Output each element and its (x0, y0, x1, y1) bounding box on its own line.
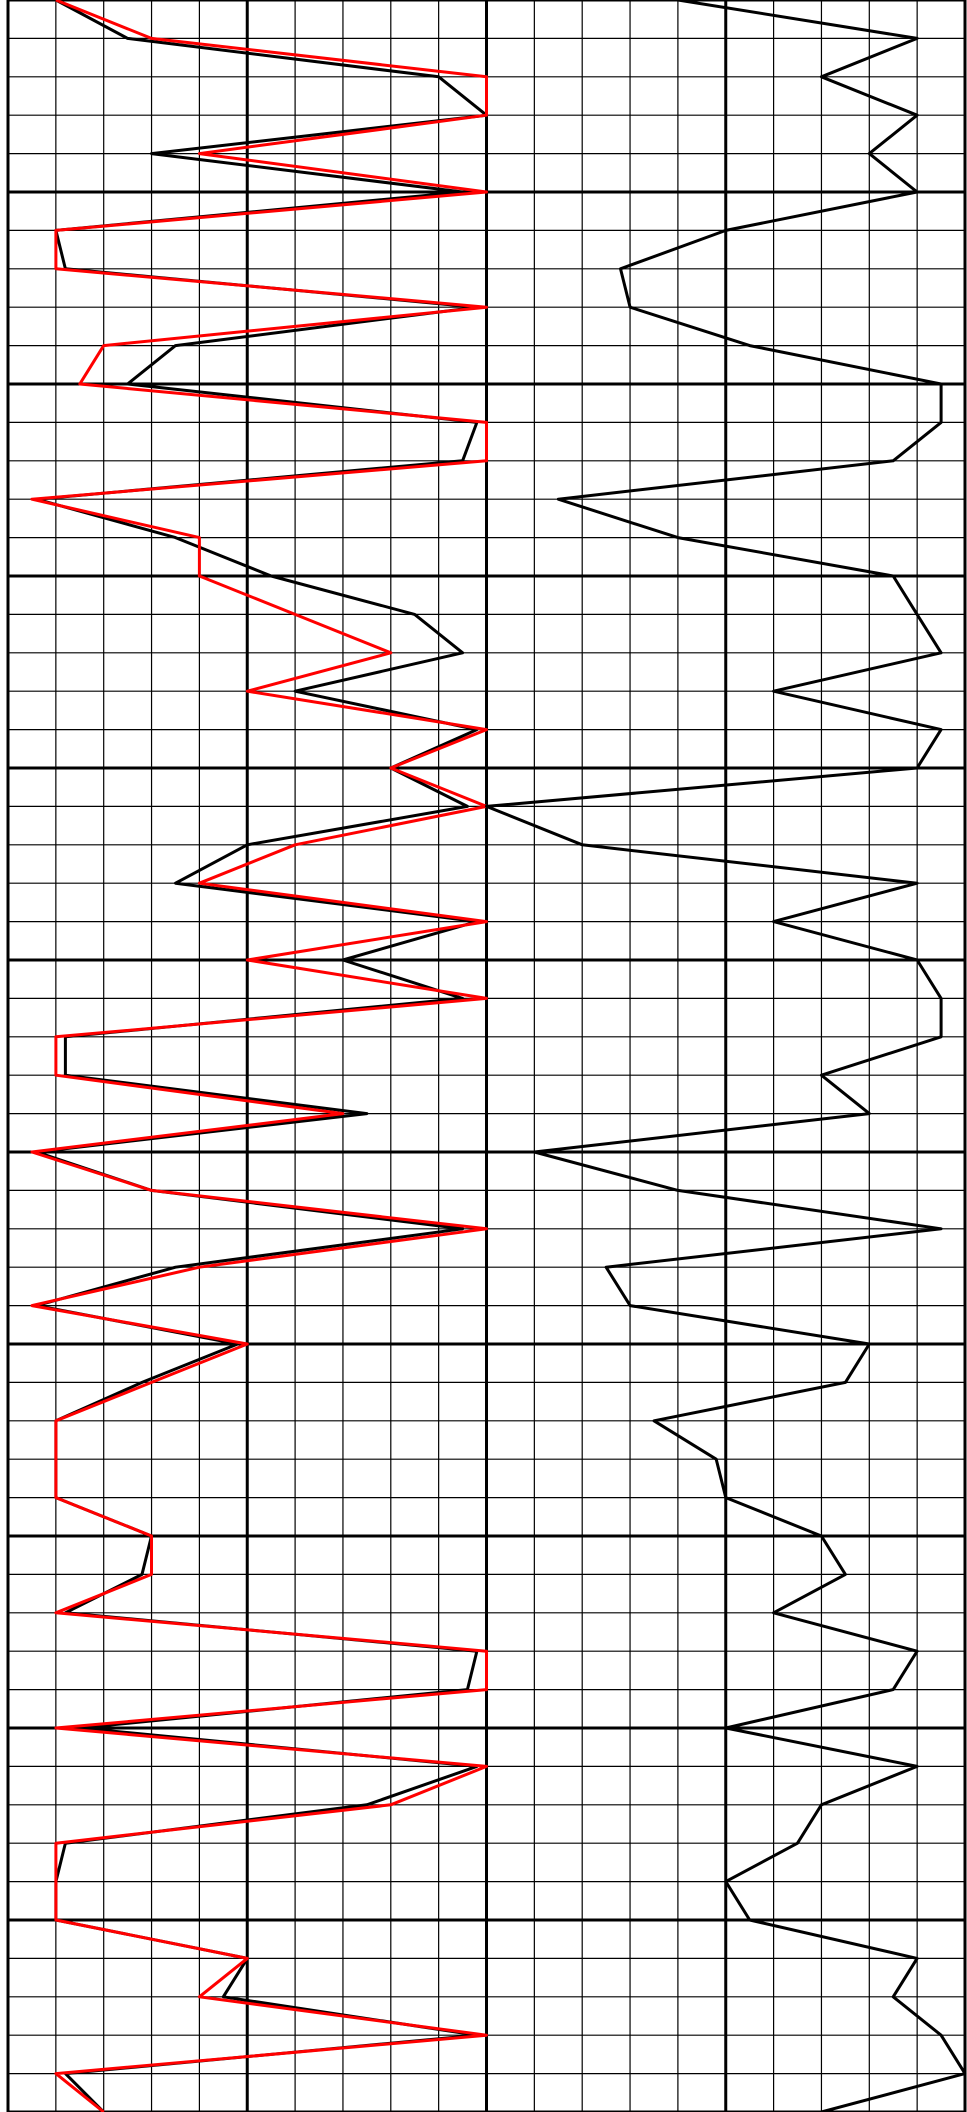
log-curve (30, 0, 488, 2112)
log-curve (485, 0, 967, 2112)
